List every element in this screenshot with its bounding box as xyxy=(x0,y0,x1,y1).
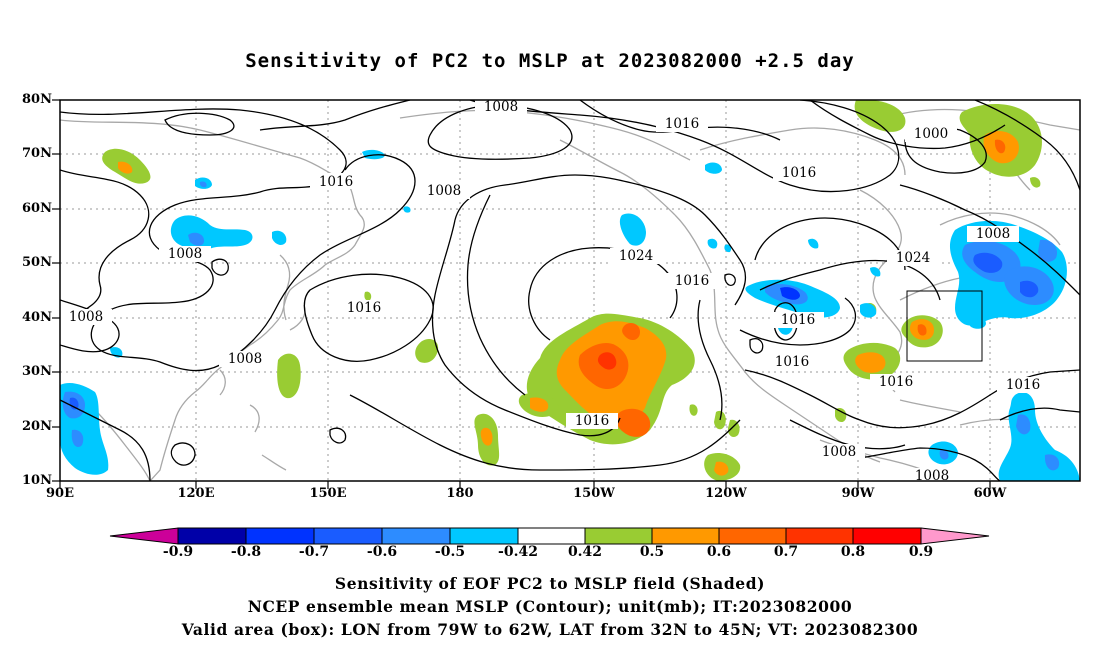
colorbar-bin xyxy=(517,527,586,545)
lat-tick: 60N xyxy=(22,201,52,216)
map-frame xyxy=(59,99,1081,482)
colorbar-label: 0.6 xyxy=(706,544,732,560)
contour-label: 1016 xyxy=(879,374,913,390)
colorbar-label: -0.8 xyxy=(230,544,262,560)
caption-line-1: Sensitivity of EOF PC2 to MSLP field (Sh… xyxy=(334,574,766,593)
mslp-contours xyxy=(60,100,1080,481)
tick-marks xyxy=(52,99,991,489)
contour-label: 1008 xyxy=(427,183,461,199)
lat-tick: 40N xyxy=(22,310,52,325)
contour-label: 1016 xyxy=(1006,377,1040,393)
lat-tick: 30N xyxy=(22,364,52,379)
colorbar-label: 0.5 xyxy=(639,544,665,560)
colorbar-label: -0.42 xyxy=(498,544,538,560)
colorbar-bin xyxy=(381,527,451,545)
lon-tick: 120W xyxy=(705,486,747,501)
contour-label: 1008 xyxy=(822,444,856,460)
lon-tick: 150E xyxy=(309,486,347,501)
colorbar-label: 0.8 xyxy=(840,544,866,560)
colorbar-label: 0.9 xyxy=(908,544,934,560)
lat-tick: 80N xyxy=(22,92,52,107)
contour-label: 1016 xyxy=(775,354,809,370)
contour-label: 1008 xyxy=(915,468,949,484)
lat-tick: 70N xyxy=(22,146,52,161)
colorbar-bin xyxy=(651,527,720,545)
contour-label: 1008 xyxy=(484,99,518,115)
colorbar-label: -0.6 xyxy=(366,544,398,560)
contour-label: 1016 xyxy=(782,165,816,181)
contour-label: 1016 xyxy=(319,174,353,190)
contour-label: 1016 xyxy=(665,116,699,132)
contour-label: 1024 xyxy=(619,248,653,264)
contour-label: 1008 xyxy=(228,351,262,367)
contour-label: 1000 xyxy=(914,126,948,142)
contour-label: 1016 xyxy=(575,413,609,429)
lat-tick: 50N xyxy=(22,255,52,270)
contour-label: 1008 xyxy=(69,309,103,325)
colorbar-bin xyxy=(177,527,247,545)
lat-tick: 20N xyxy=(22,419,52,434)
contour-label: 1016 xyxy=(675,273,709,289)
colorbar-label: -0.9 xyxy=(162,544,194,560)
contour-label: 1008 xyxy=(168,246,202,262)
colorbar-low-end xyxy=(109,527,179,545)
colorbar-bin xyxy=(785,527,854,545)
lat-tick: 10N xyxy=(22,473,52,488)
shaded-sensitivity xyxy=(60,100,1080,481)
colorbar-label: -0.5 xyxy=(434,544,466,560)
contour-labels: 1008 1016 1000 1016 1016 1008 1008 1008 … xyxy=(60,99,1049,484)
lon-tick: 150W xyxy=(573,486,615,501)
lon-tick: 180 xyxy=(446,486,474,501)
colorbar-bin xyxy=(313,527,383,545)
lon-tick: 60W xyxy=(973,486,1007,501)
colorbar-high-end xyxy=(920,527,990,545)
valid-area-box xyxy=(906,290,983,362)
contour-label: 1024 xyxy=(896,250,930,266)
contour-label: 1008 xyxy=(976,226,1010,242)
map-title: Sensitivity of PC2 to MSLP at 2023082000… xyxy=(245,50,855,72)
lon-tick: 90W xyxy=(841,486,875,501)
caption-line-2: NCEP ensemble mean MSLP (Contour); unit(… xyxy=(247,597,853,616)
caption-line-3: Valid area (box): LON from 79W to 62W, L… xyxy=(181,620,919,639)
colorbar-bin xyxy=(449,527,519,545)
colorbar-label: 0.42 xyxy=(567,544,603,560)
colorbar-bin xyxy=(718,527,787,545)
colorbar-label: 0.7 xyxy=(773,544,799,560)
lon-tick: 90E xyxy=(46,486,74,501)
colorbar xyxy=(109,527,990,545)
colorbar-bin xyxy=(584,527,653,545)
colorbar-bin xyxy=(245,527,315,545)
colorbar-bin xyxy=(852,527,922,545)
contour-label: 1016 xyxy=(347,300,381,316)
lon-tick: 120E xyxy=(177,486,215,501)
contour-label: 1016 xyxy=(781,312,815,328)
colorbar-label: -0.7 xyxy=(298,544,330,560)
